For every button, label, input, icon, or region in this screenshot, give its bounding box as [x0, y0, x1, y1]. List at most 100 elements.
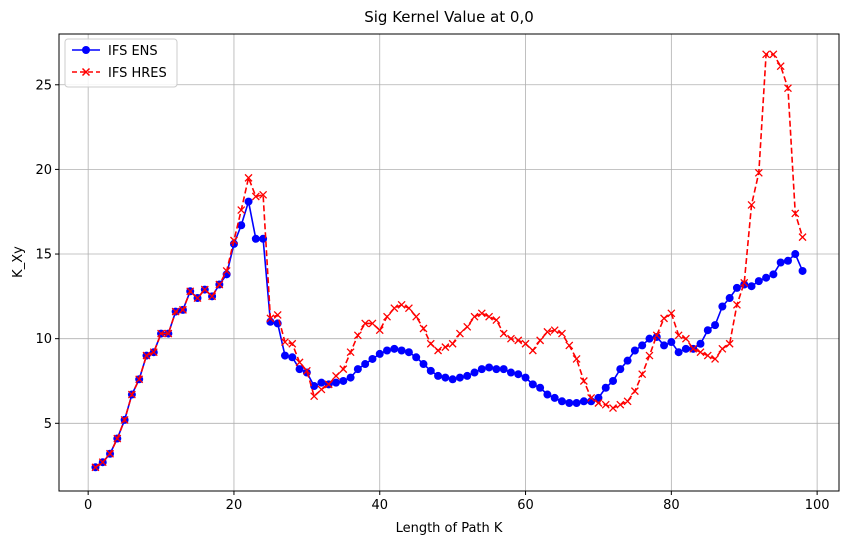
data-point: [550, 393, 559, 402]
data-point: [397, 346, 406, 355]
data-point: [477, 309, 486, 318]
legend-hres-marker: [81, 67, 91, 77]
data-point: [91, 463, 100, 472]
data-point: [681, 334, 690, 343]
data-point: [594, 393, 603, 402]
data-point: [579, 397, 588, 406]
axes: 0 20 40 60 80 100 5 10 15 20 25: [35, 78, 829, 513]
legend-label-ifs-hres: IFS HRES: [108, 66, 167, 81]
data-point: [259, 190, 268, 199]
data-point: [754, 168, 763, 177]
data-point: [463, 371, 472, 380]
data-point: [157, 329, 166, 338]
data-point: [200, 285, 209, 294]
data-point: [426, 366, 435, 375]
data-point: [368, 319, 377, 328]
data-point: [711, 355, 720, 363]
data-point: [339, 365, 348, 374]
data-point: [448, 339, 457, 348]
data-point: [645, 351, 654, 360]
data-point: [754, 277, 763, 286]
data-point: [507, 334, 515, 343]
data-point: [470, 312, 479, 321]
data-point: [397, 300, 406, 309]
data-point: [587, 393, 596, 402]
data-point: [368, 354, 377, 363]
data-point: [441, 343, 450, 352]
data-point: [565, 398, 574, 407]
data-point: [186, 287, 195, 296]
data-point: [142, 351, 151, 360]
data-point: [310, 392, 319, 401]
data-point: [725, 294, 734, 303]
data-point: [609, 376, 618, 385]
data-point: [463, 322, 472, 331]
data-point: [769, 50, 778, 59]
series-line-ifs-hres: [94, 53, 804, 468]
data-point: [477, 365, 486, 374]
data-point: [434, 371, 443, 380]
data-point: [208, 292, 217, 301]
data-point: [528, 346, 537, 355]
data-point: [193, 294, 202, 303]
y-tick-label: 20: [35, 163, 52, 178]
y-axis-label: K_Xy: [11, 246, 26, 278]
data-point: [732, 283, 741, 292]
legend: IFS ENS IFS HRES: [64, 38, 178, 88]
grid: [59, 34, 839, 491]
data-point: [302, 366, 311, 375]
data-point: [455, 329, 464, 338]
data-point: [135, 375, 144, 384]
data-point: [747, 200, 756, 209]
data-point: [667, 309, 676, 318]
data-point: [127, 390, 136, 399]
y-tick-label: 25: [35, 78, 52, 93]
data-point: [455, 373, 464, 382]
data-point: [441, 373, 450, 382]
data-point: [295, 365, 304, 374]
data-point: [383, 312, 391, 321]
series-line-ifs-ens: [94, 200, 804, 468]
data-point: [696, 348, 705, 357]
data-point: [514, 336, 523, 345]
data-point: [696, 339, 705, 348]
data-point: [470, 368, 479, 377]
data-point: [521, 339, 530, 348]
series-ifs-hres: [91, 50, 807, 472]
data-point: [375, 349, 384, 358]
data-point: [776, 62, 785, 71]
data-point: [667, 338, 676, 347]
data-point: [740, 278, 749, 287]
data-point: [339, 376, 348, 385]
y-tick-label: 10: [35, 332, 52, 347]
data-point: [295, 358, 304, 367]
data-point: [346, 373, 355, 382]
data-point: [448, 375, 457, 384]
data-point: [660, 314, 669, 323]
series-layer: [91, 50, 807, 472]
data-point: [361, 360, 370, 369]
data-point: [565, 341, 574, 350]
data-point: [113, 434, 122, 443]
data-point: [404, 304, 413, 313]
x-tick-label: 0: [84, 498, 92, 513]
data-point: [106, 449, 114, 458]
data-point: [798, 233, 807, 242]
data-point: [222, 267, 231, 275]
data-point: [674, 331, 683, 340]
data-point: [703, 351, 712, 360]
chart-title: Sig Kernel Value at 0,0: [364, 8, 534, 26]
plot-frame: [58, 33, 840, 492]
data-point: [361, 319, 370, 328]
data-point: [747, 282, 756, 291]
data-point: [718, 344, 727, 353]
data-point: [419, 360, 428, 369]
data-point: [601, 400, 610, 409]
data-point: [630, 387, 639, 396]
data-point: [215, 280, 224, 289]
data-point: [798, 266, 807, 275]
data-point: [769, 270, 778, 279]
data-point: [689, 344, 698, 353]
data-point: [601, 383, 610, 392]
data-point: [412, 353, 421, 362]
